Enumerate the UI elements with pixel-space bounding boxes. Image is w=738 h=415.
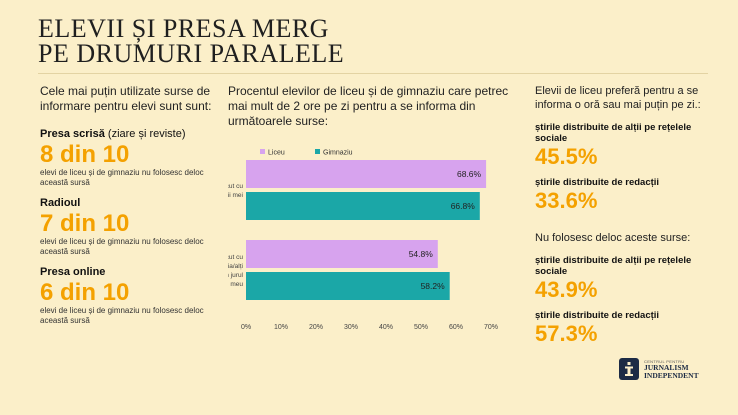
stat-description: elevi de liceu și de gimnaziu nu foloses…	[40, 168, 204, 187]
category-label-0-1: prietenii mei	[228, 192, 243, 199]
title-divider	[38, 73, 708, 74]
stat-description: elevi de liceu și de gimnaziu nu foloses…	[40, 306, 204, 325]
x-tick-label-1: 10%	[274, 324, 288, 331]
preferences-panel: Elevii de liceu preferă pentru a se info…	[535, 84, 725, 354]
logo-text: Centrul pentru Jurnalism Independent	[644, 359, 699, 380]
preference-value: 33.6%	[535, 188, 598, 213]
stat-label: Presa online	[40, 266, 215, 279]
bar-1-0	[246, 240, 438, 268]
preference-label: știrile distribuite de redacții	[535, 177, 660, 188]
x-tick-label-7: 70%	[484, 324, 498, 331]
x-tick-label-5: 50%	[414, 324, 428, 331]
category-label-1-1: familia/alți	[228, 263, 243, 270]
bar-value-label-1-0: 54.8%	[409, 249, 434, 259]
chart-description: Procentul elevilor de liceu și de gimnaz…	[228, 84, 509, 128]
stat-value: 7 din 10	[40, 210, 130, 237]
stat-label-text: Presa online	[40, 266, 106, 278]
page-title: Elevii și presa merg pe drumuri paralele	[38, 14, 345, 68]
cji-logo: Centrul pentru Jurnalism Independent	[619, 358, 699, 380]
legend-label-0: Liceu	[268, 150, 285, 157]
stat-label-text: Radioul	[40, 197, 81, 209]
logo-line-1: Jurnalism	[644, 362, 689, 372]
preferences-heading: Elevii de liceu preferă pentru a se info…	[535, 85, 701, 111]
stat-value: 6 din 10	[40, 279, 130, 306]
chart-panel: Procentul elevilor de liceu și de gimnaz…	[228, 84, 513, 331]
preference-label: știrile distribuite de alții pe rețelele…	[535, 122, 692, 144]
stat-label-note: (ziare și reviste)	[104, 128, 186, 140]
bar-0-1	[246, 192, 480, 220]
bar-chart: Liceu Gimnaziu 68.6% 66.8% Discut cu prieteni…	[228, 149, 498, 331]
logo-mark-icon	[619, 358, 639, 380]
non-user-item: știrile distribuite de redacții 57.3%	[535, 310, 725, 346]
legend-swatch-1	[315, 149, 320, 154]
bar-value-label-1-1: 58.2%	[421, 281, 446, 291]
x-tick-label-2: 20%	[309, 324, 323, 331]
title-line-2: pe drumuri paralele	[38, 39, 345, 68]
category-label-0-0: Discut cu	[228, 183, 243, 190]
category-label-1-0: Discut cu	[228, 254, 243, 261]
stat-print-press: Presa scrisă (ziare și reviste) 8 din 10…	[40, 128, 215, 188]
bar-value-label-0-0: 68.6%	[457, 169, 482, 179]
least-used-sources-panel: Cele mai puțin utilizate surse de inform…	[40, 84, 215, 335]
stat-label-text: Presa scrisă	[40, 128, 105, 140]
stat-description: elevi de liceu și de gimnaziu nu foloses…	[40, 237, 204, 256]
x-tick-label-3: 30%	[344, 324, 358, 331]
x-tick-label-4: 40%	[379, 324, 393, 331]
stat-label: Radioul	[40, 197, 215, 210]
non-users-heading: Nu folosesc deloc aceste surse:	[535, 232, 691, 244]
bar-value-label-0-1: 66.8%	[451, 201, 476, 211]
non-user-item: știrile distribuite de alții pe rețelele…	[535, 255, 725, 302]
least-used-intro: Cele mai puțin utilizate surse de inform…	[40, 84, 212, 113]
preference-item: știrile distribuite de redacții 33.6%	[535, 177, 725, 213]
stat-radio: Radioul 7 din 10 elevi de liceu și de gi…	[40, 197, 215, 257]
category-label-1-3: meu	[230, 281, 243, 288]
title-line-1: Elevii și presa merg	[38, 14, 329, 43]
bar-1-1	[246, 272, 450, 300]
x-tick-label-0: 0%	[241, 324, 251, 331]
preference-item: știrile distribuite de alții pe rețelele…	[535, 122, 725, 169]
logo-line-2: Independent	[644, 370, 699, 380]
preference-value: 45.5%	[535, 144, 598, 169]
stat-online-press: Presa online 6 din 10 elevi de liceu și …	[40, 266, 215, 326]
legend-label-1: Gimnaziu	[323, 150, 353, 157]
non-user-label: știrile distribuite de alții pe rețelele…	[535, 255, 692, 277]
stat-value: 8 din 10	[40, 141, 130, 168]
logo-small-text: Centrul pentru	[644, 358, 685, 364]
non-user-value: 57.3%	[535, 321, 598, 346]
category-label-1-2: adulți din jurul	[228, 272, 244, 279]
non-user-value: 43.9%	[535, 277, 598, 302]
legend-swatch-0	[260, 149, 265, 154]
x-tick-label-6: 60%	[449, 324, 463, 331]
bar-0-0	[246, 160, 487, 188]
non-user-label: știrile distribuite de redacții	[535, 310, 660, 321]
stat-label: Presa scrisă (ziare și reviste)	[40, 128, 215, 141]
logo-i-glyph-icon	[625, 362, 633, 376]
